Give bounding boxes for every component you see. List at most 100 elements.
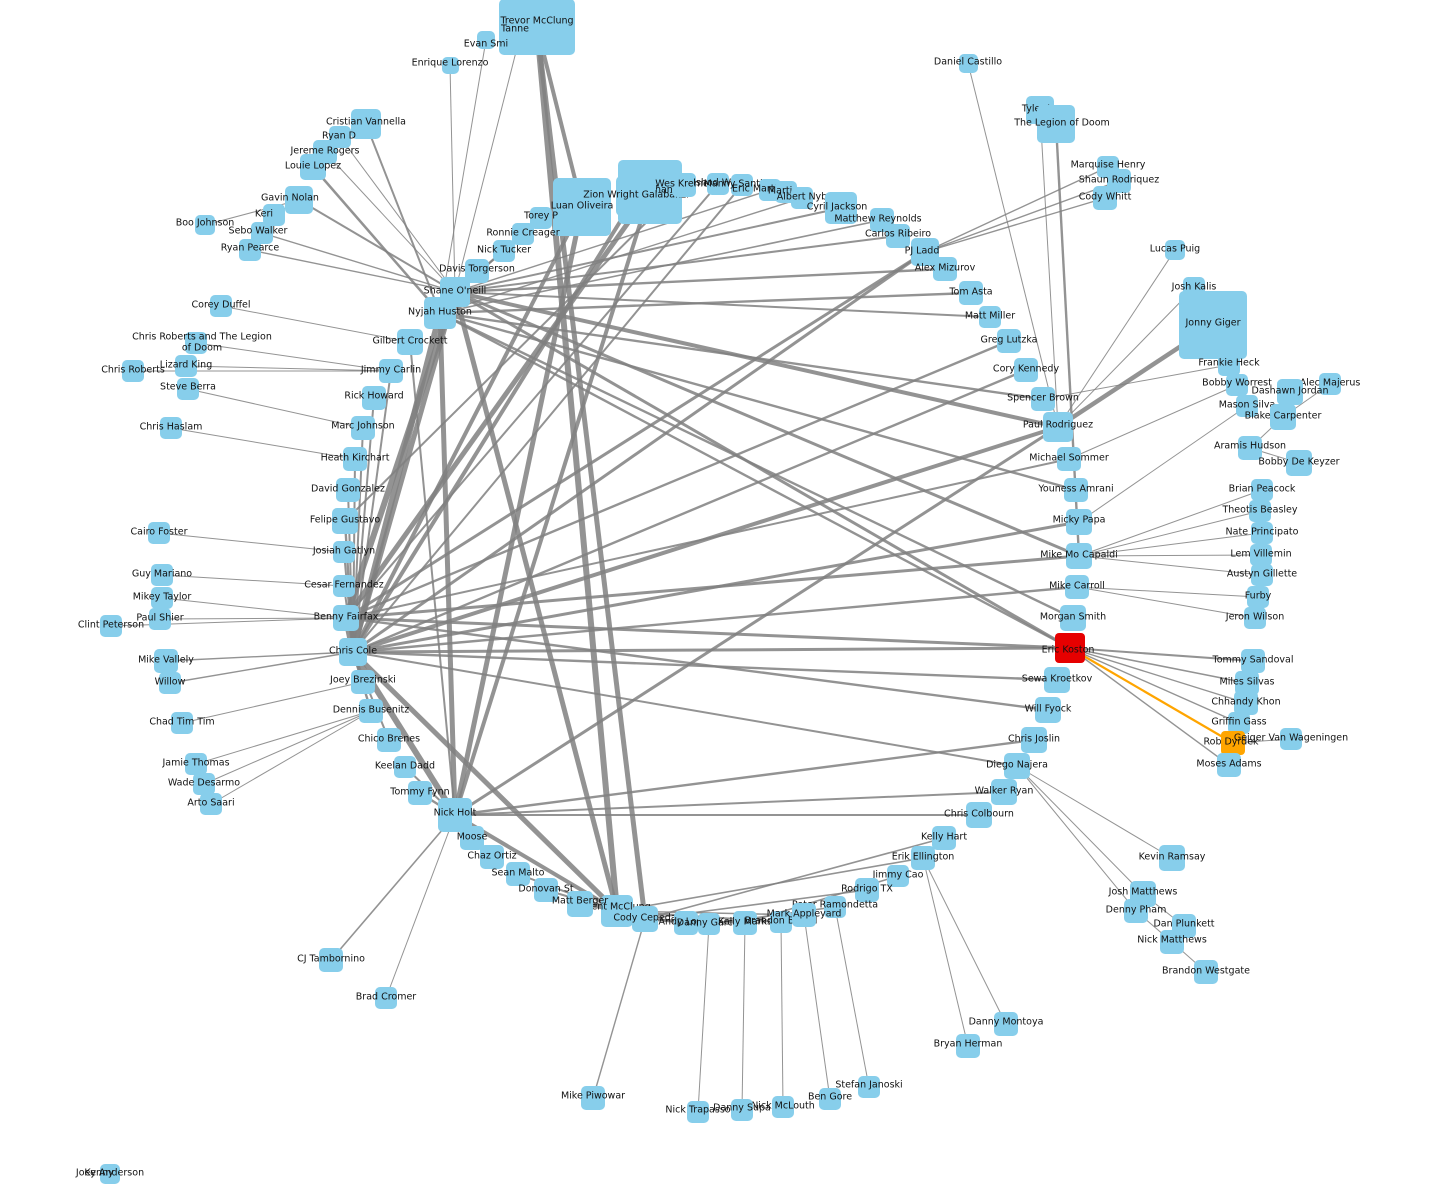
graph-node[interactable] (1270, 404, 1296, 430)
graph-node[interactable] (151, 564, 173, 586)
graph-node[interactable] (336, 478, 360, 502)
graph-node[interactable] (731, 1099, 753, 1121)
graph-node[interactable] (1093, 186, 1117, 210)
graph-node[interactable] (1280, 728, 1302, 750)
graph-node[interactable] (1247, 586, 1269, 608)
graph-node[interactable] (1238, 436, 1262, 460)
graph-node[interactable] (1057, 447, 1081, 471)
graph-node[interactable] (1226, 374, 1248, 396)
graph-node[interactable] (858, 1076, 880, 1098)
graph-node[interactable] (1014, 358, 1038, 382)
graph-node[interactable] (149, 608, 171, 630)
graph-node[interactable] (855, 878, 879, 902)
graph-node[interactable] (160, 417, 182, 439)
graph-node[interactable] (394, 756, 416, 778)
graph-node[interactable] (553, 178, 611, 236)
graph-node[interactable] (1234, 691, 1258, 715)
graph-node[interactable] (1319, 373, 1341, 395)
graph-node[interactable] (151, 587, 173, 609)
graph-node[interactable] (333, 575, 355, 597)
graph-node[interactable] (1241, 649, 1265, 673)
graph-node[interactable] (175, 355, 197, 377)
graph-node[interactable] (154, 649, 178, 673)
graph-node[interactable] (493, 240, 515, 262)
graph-node[interactable] (379, 359, 403, 383)
graph-node[interactable] (534, 878, 558, 902)
graph-node[interactable] (687, 1101, 709, 1123)
graph-node[interactable] (351, 670, 375, 694)
graph-node[interactable] (343, 447, 367, 471)
graph-node[interactable] (1251, 564, 1273, 586)
graph-node[interactable] (886, 224, 910, 248)
graph-node[interactable] (581, 1086, 605, 1110)
graph-node[interactable] (1066, 543, 1092, 569)
graph-node[interactable] (1004, 753, 1030, 779)
graph-node[interactable] (100, 1164, 120, 1184)
graph-node[interactable] (698, 913, 720, 935)
graph-node[interactable] (239, 239, 261, 261)
graph-node[interactable] (1160, 930, 1184, 954)
graph-node[interactable] (1037, 105, 1075, 143)
graph-node[interactable] (263, 204, 285, 226)
graph-node[interactable] (441, 56, 459, 74)
graph-node[interactable] (979, 306, 1001, 328)
graph-node[interactable] (824, 896, 846, 918)
graph-node[interactable] (195, 215, 215, 235)
graph-node[interactable] (480, 845, 504, 869)
graph-node[interactable] (911, 846, 935, 870)
graph-node[interactable] (707, 173, 729, 195)
graph-node[interactable] (1194, 960, 1218, 984)
graph-node[interactable] (1060, 605, 1086, 631)
graph-node[interactable] (601, 895, 633, 927)
graph-node[interactable] (770, 911, 792, 933)
graph-node[interactable] (1217, 753, 1241, 777)
graph-node[interactable] (530, 207, 552, 229)
graph-node[interactable] (300, 154, 326, 180)
graph-node[interactable] (791, 187, 813, 209)
graph-node[interactable] (991, 779, 1017, 805)
graph-node[interactable] (507, 28, 531, 52)
graph-node[interactable] (1286, 450, 1312, 476)
graph-node[interactable] (351, 109, 381, 139)
graph-node[interactable] (210, 295, 232, 317)
graph-node[interactable] (1249, 500, 1271, 522)
graph-node[interactable] (1236, 395, 1258, 417)
graph-node[interactable] (362, 386, 386, 410)
graph-node[interactable] (200, 793, 222, 815)
graph-node[interactable] (1165, 240, 1185, 260)
graph-node[interactable] (159, 672, 181, 694)
graph-node[interactable] (997, 329, 1021, 353)
graph-node[interactable] (285, 186, 313, 214)
graph-node[interactable] (733, 911, 757, 935)
graph-node[interactable] (122, 360, 144, 382)
graph-node[interactable] (333, 605, 359, 631)
graph-node[interactable] (397, 329, 423, 355)
graph-node[interactable] (1251, 522, 1273, 544)
graph-node[interactable] (1218, 354, 1240, 376)
graph-node[interactable] (958, 53, 978, 73)
graph-node[interactable] (171, 712, 193, 734)
graph-node[interactable] (632, 906, 658, 932)
graph-node[interactable] (887, 865, 909, 887)
graph-node[interactable] (351, 416, 375, 440)
graph-node[interactable] (251, 222, 273, 244)
graph-node[interactable] (933, 257, 957, 281)
graph-node[interactable] (1031, 387, 1055, 411)
graph-node[interactable] (100, 615, 122, 637)
graph-node[interactable] (333, 541, 355, 563)
graph-node[interactable] (332, 508, 358, 534)
graph-node[interactable] (1179, 291, 1247, 359)
graph-node[interactable] (1124, 899, 1148, 923)
graph-node[interactable] (1064, 478, 1088, 502)
graph-node[interactable] (377, 728, 401, 752)
graph-node[interactable] (185, 332, 207, 354)
graph-node[interactable] (994, 1012, 1018, 1036)
graph-node[interactable] (772, 1096, 794, 1118)
graph-node[interactable] (1044, 667, 1070, 693)
graph-node[interactable] (1221, 731, 1245, 755)
graph-node[interactable] (424, 297, 456, 329)
graph-node[interactable] (731, 174, 753, 196)
graph-node[interactable] (177, 378, 199, 400)
